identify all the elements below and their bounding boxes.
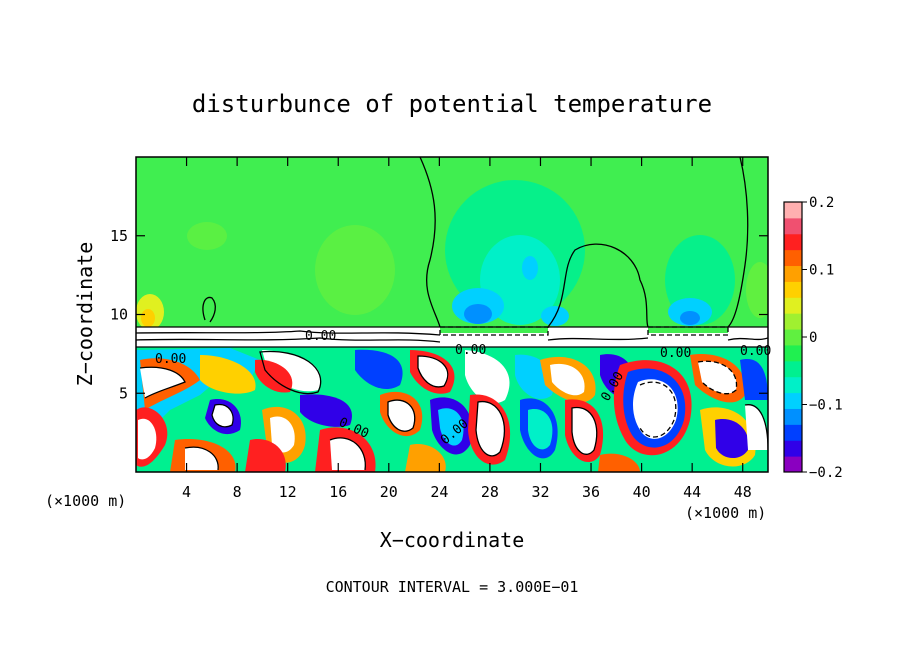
- contour-lines: [136, 157, 768, 471]
- colorbar-swatch: [784, 265, 802, 282]
- colorbar-swatch: [784, 202, 802, 219]
- upper-anomaly: [522, 256, 538, 280]
- x-tick-label: 32: [531, 483, 549, 501]
- x-tick-label: 40: [633, 483, 651, 501]
- y-tick-label: 10: [110, 306, 128, 324]
- x-unit-right: (×1000 m): [685, 504, 766, 522]
- x-tick-label: 48: [734, 483, 752, 501]
- x-unit-left: (×1000 m): [45, 492, 126, 510]
- colorbar-tick-label: 0.1: [809, 263, 834, 279]
- upper-anomaly: [141, 309, 155, 327]
- colorbar-tick-label: 0.2: [809, 195, 834, 211]
- x-tick-label: 36: [582, 483, 600, 501]
- colorbar-tick-label: −0.2: [809, 465, 843, 481]
- upper-anomaly: [315, 225, 395, 315]
- x-tick-label: 20: [380, 483, 398, 501]
- boundary-band-green: [440, 327, 548, 333]
- contour-label: 0.00: [660, 346, 691, 361]
- colorbar-swatch: [784, 344, 802, 362]
- colorbar-swatch: [784, 440, 802, 457]
- plot-area: [136, 157, 768, 472]
- y-axis-label: Z−coordinate: [73, 242, 97, 387]
- chart-title: disturbunce of potential temperature: [192, 90, 712, 118]
- upper-anomaly: [464, 304, 492, 324]
- colorbar-tick-label: 0: [809, 330, 817, 346]
- x-axis: 4 8 12 16 20 24 28 32 36 40 44 48: [182, 157, 752, 501]
- colorbar-swatch: [784, 249, 802, 267]
- colorbar-swatch: [784, 360, 802, 378]
- x-tick-label: 44: [683, 483, 701, 501]
- colorbar-swatch: [784, 233, 802, 251]
- colorbar: 0.2 0.1 0 −0.1 −0.2: [783, 195, 843, 481]
- colorbar-swatch: [784, 456, 802, 473]
- colorbar-swatch: [784, 217, 802, 235]
- colorbar-swatch: [784, 329, 802, 346]
- boundary-band-green: [648, 327, 728, 333]
- x-tick-label: 8: [233, 483, 242, 501]
- colorbar-swatch: [784, 281, 802, 298]
- contour-label: 0.00: [155, 352, 186, 367]
- y-axis: 5 10 15: [110, 227, 768, 402]
- contour-label: 0.00: [305, 329, 336, 344]
- contour-label: 0.00: [455, 343, 486, 358]
- colorbar-swatch: [784, 424, 802, 441]
- upper-anomaly: [187, 222, 227, 250]
- colorbar-swatch: [784, 392, 802, 409]
- y-tick-label: 5: [119, 384, 128, 402]
- x-tick-label: 16: [329, 483, 347, 501]
- x-tick-label: 28: [481, 483, 499, 501]
- colorbar-swatch: [784, 376, 802, 394]
- colorbar-tick-label: −0.1: [809, 398, 843, 414]
- x-tick-label: 12: [279, 483, 297, 501]
- colorbar-swatch: [784, 408, 802, 425]
- contour-label: 0.00: [740, 344, 771, 359]
- x-axis-label: X−coordinate: [380, 528, 525, 552]
- contour-interval-footer: CONTOUR INTERVAL = 3.000E−01: [326, 578, 579, 596]
- upper-anomaly: [746, 262, 768, 318]
- upper-anomaly: [680, 311, 700, 325]
- x-tick-label: 4: [182, 483, 191, 501]
- x-tick-label: 24: [430, 483, 448, 501]
- y-tick-label: 15: [110, 227, 128, 245]
- colorbar-swatch: [784, 297, 802, 314]
- colorbar-swatch: [784, 313, 802, 330]
